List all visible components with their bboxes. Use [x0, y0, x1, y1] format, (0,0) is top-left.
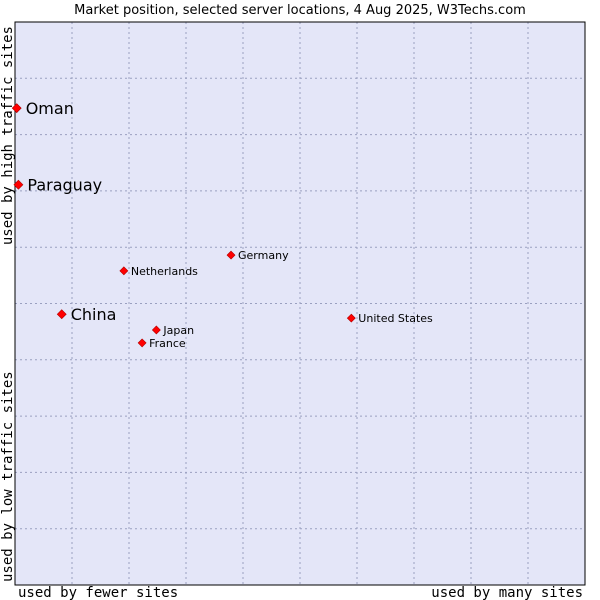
point-label-japan: Japan: [162, 324, 194, 337]
point-label-germany: Germany: [238, 249, 289, 262]
y-axis-label-bottom: used by low traffic sites: [0, 371, 16, 582]
point-marker-oman: [11, 103, 22, 114]
point-marker-china: [56, 309, 67, 320]
point-marker-france: [137, 338, 147, 348]
point-marker-united-states: [346, 313, 356, 323]
point-marker-japan: [151, 325, 161, 335]
plot-border: [14, 21, 586, 586]
point-label-china: China: [71, 305, 117, 324]
data-points: Oman Paraguay Germany Netherlands China Unite…: [11, 99, 433, 350]
point-label-united-states: United States: [358, 312, 433, 325]
x-axis-label-right: used by many sites: [431, 585, 583, 600]
chart-title: Market position, selected server locatio…: [74, 3, 526, 18]
point-marker-paraguay: [13, 179, 24, 190]
point-label-oman: Oman: [26, 99, 74, 118]
x-axis-label-left: used by fewer sites: [18, 585, 178, 600]
point-label-paraguay: Paraguay: [27, 176, 102, 195]
y-axis-label-top: used by high traffic sites: [0, 26, 16, 245]
point-marker-germany: [226, 250, 236, 260]
point-label-netherlands: Netherlands: [131, 265, 198, 278]
grid-lines: [15, 22, 585, 585]
point-marker-netherlands: [119, 266, 129, 276]
point-label-france: France: [149, 337, 186, 350]
